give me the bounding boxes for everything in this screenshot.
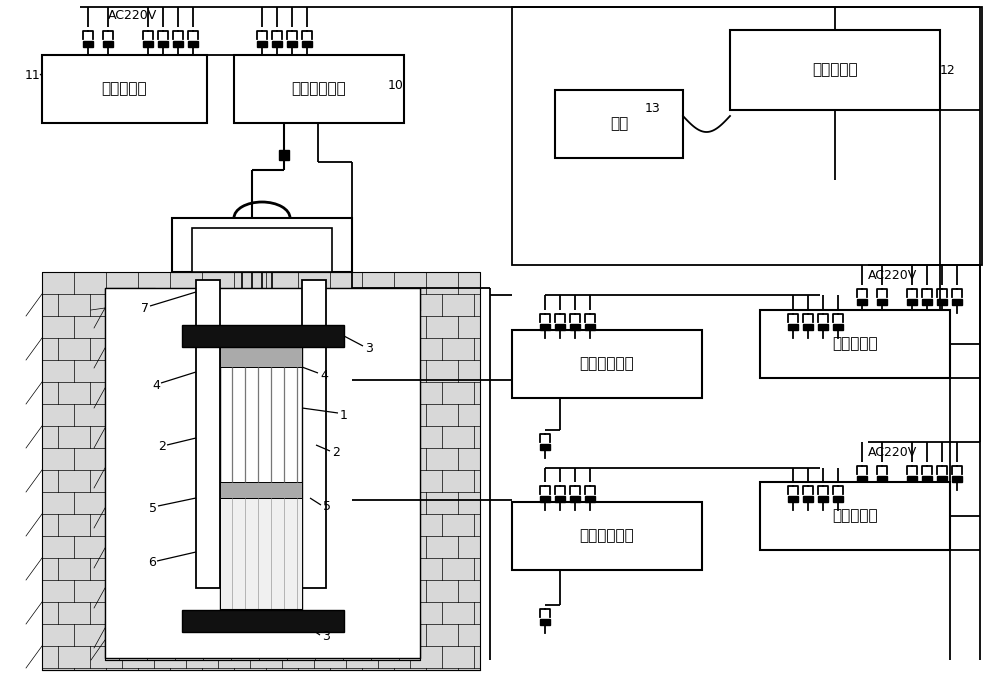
Polygon shape [833, 324, 843, 330]
Polygon shape [818, 324, 828, 330]
Text: 电脑: 电脑 [610, 116, 628, 132]
Polygon shape [287, 41, 297, 47]
Bar [42, 55, 207, 123]
Bar [105, 620, 420, 660]
Polygon shape [937, 476, 947, 482]
Polygon shape [103, 41, 113, 47]
Text: 数据采集仪: 数据采集仪 [812, 63, 858, 77]
Polygon shape [907, 299, 917, 305]
Text: 1: 1 [340, 408, 348, 422]
Polygon shape [143, 41, 153, 47]
Text: AC220V: AC220V [868, 445, 917, 459]
Polygon shape [540, 619, 550, 625]
Text: 直流稳定电源: 直流稳定电源 [292, 82, 346, 96]
Bar [105, 288, 420, 310]
Bar [182, 325, 344, 347]
Polygon shape [272, 41, 282, 47]
Polygon shape [877, 476, 887, 482]
Text: 2: 2 [158, 441, 166, 454]
Text: 12: 12 [940, 63, 956, 77]
Polygon shape [857, 476, 867, 482]
Text: 11: 11 [25, 68, 41, 82]
Bar [760, 482, 950, 550]
Text: 6: 6 [148, 556, 156, 569]
Text: 直流稳定电源: 直流稳定电源 [580, 528, 634, 544]
Bar [196, 280, 220, 588]
Polygon shape [833, 496, 843, 502]
Polygon shape [803, 324, 813, 330]
Text: 温度调节器: 温度调节器 [101, 82, 147, 96]
Polygon shape [818, 496, 828, 502]
Text: 温度调节器: 温度调节器 [832, 509, 878, 523]
Text: 10: 10 [388, 79, 404, 91]
Polygon shape [937, 299, 947, 305]
Polygon shape [158, 41, 168, 47]
Bar [192, 228, 332, 272]
Bar [760, 310, 950, 378]
Text: 4: 4 [320, 369, 328, 381]
Polygon shape [540, 444, 550, 450]
Bar [42, 272, 480, 670]
Polygon shape [540, 496, 550, 502]
Polygon shape [922, 299, 932, 305]
Bar [512, 7, 982, 265]
Polygon shape [555, 324, 565, 330]
Text: 直流稳定电源: 直流稳定电源 [580, 356, 634, 372]
Text: 3: 3 [322, 631, 330, 643]
Polygon shape [877, 299, 887, 305]
Text: 7: 7 [141, 302, 149, 314]
Polygon shape [907, 476, 917, 482]
Bar [555, 90, 683, 158]
Polygon shape [173, 41, 183, 47]
Bar [730, 30, 940, 110]
Polygon shape [788, 496, 798, 502]
Bar [220, 347, 302, 367]
Polygon shape [585, 324, 595, 330]
Bar [220, 347, 302, 610]
Text: 5: 5 [149, 502, 157, 514]
Text: AC220V: AC220V [868, 268, 917, 282]
Text: 5: 5 [323, 500, 331, 514]
Polygon shape [257, 41, 267, 47]
Polygon shape [83, 41, 93, 47]
Bar [302, 280, 326, 588]
Bar [512, 502, 702, 570]
Polygon shape [952, 299, 962, 305]
Polygon shape [555, 496, 565, 502]
Bar [512, 330, 702, 398]
Bar [370, 288, 420, 658]
Bar [220, 498, 302, 610]
Polygon shape [952, 476, 962, 482]
Bar [234, 55, 404, 123]
Text: 4: 4 [152, 378, 160, 392]
Polygon shape [585, 496, 595, 502]
Polygon shape [803, 496, 813, 502]
Text: 13: 13 [645, 102, 661, 114]
Text: 2: 2 [332, 447, 340, 459]
Text: AC220V: AC220V [108, 8, 157, 22]
Bar [172, 218, 352, 272]
Text: 温度调节器: 温度调节器 [832, 337, 878, 351]
Polygon shape [570, 496, 580, 502]
Polygon shape [540, 324, 550, 330]
Bar [182, 610, 344, 632]
Polygon shape [302, 41, 312, 47]
Polygon shape [857, 299, 867, 305]
Polygon shape [570, 324, 580, 330]
Polygon shape [922, 476, 932, 482]
Polygon shape [188, 41, 198, 47]
Polygon shape [788, 324, 798, 330]
Text: 3: 3 [365, 342, 373, 355]
Bar [220, 482, 302, 498]
Bar [105, 288, 420, 658]
Bar [105, 288, 155, 658]
